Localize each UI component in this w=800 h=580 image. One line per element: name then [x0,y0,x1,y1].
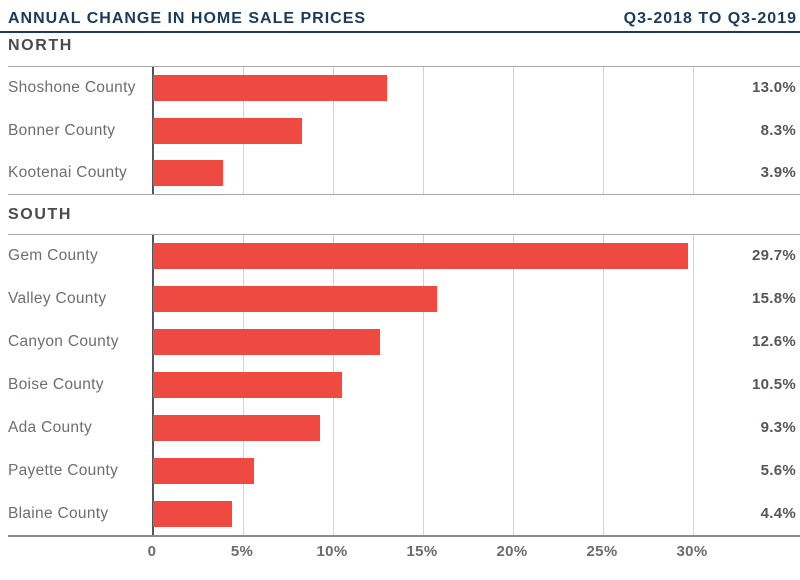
value-label: 10.5% [751,376,796,393]
bar-kootenai-county [153,159,224,186]
gridline [693,67,694,194]
value-label: 12.6% [751,333,796,351]
chart-period: Q3-2018 TO Q3-2019 [623,9,797,27]
gridline [513,67,514,194]
value-label: 4.4% [760,504,796,522]
x-tick-label: 5% [230,543,254,560]
category-label: Valley County [8,290,107,308]
x-tick-label: 25% [586,543,618,560]
gridline [423,67,424,194]
bar-boise-county [153,372,342,398]
bar-bonner-county [153,117,303,144]
value-label: 5.6% [760,461,796,479]
category-label: Boise County [8,376,104,393]
category-label: Gem County [8,247,99,265]
x-tick-label: 0 [147,543,157,560]
x-tick-label: 30% [676,543,708,560]
gridline [333,67,334,194]
bar-gem-county [153,243,688,270]
category-label: Bonner County [8,121,116,139]
x-tick-label: 10% [316,543,348,560]
gridline [603,67,604,194]
bar-payette-county [153,457,254,484]
bar-ada-county [153,414,321,441]
gridline [423,235,424,535]
chart-title: ANNUAL CHANGE IN HOME SALE PRICES [8,9,367,27]
gridline [603,235,604,535]
chart-header: ANNUAL CHANGE IN HOME SALE PRICES Q3-201… [0,0,800,33]
value-label: 3.9% [760,163,796,181]
value-label: 9.3% [760,418,796,436]
category-label: Payette County [8,461,119,479]
bar-shoshone-county [153,75,387,102]
x-tick-label: 15% [406,543,438,560]
gridline [513,235,514,535]
category-label: Kootenai County [8,163,128,181]
value-label: 29.7% [751,247,796,265]
category-label: Shoshone County [8,79,136,97]
chart-section-south: Gem County 29.7% Valley County 15.8% Canyon … [8,234,800,537]
section-label-north: NORTH [8,37,73,54]
bar-valley-county [153,286,438,313]
chart-section-north: Shoshone County 13.0% Bonner County 8.3% Koo… [8,66,800,195]
x-axis: 0 5% 10% 15% 20% 25% 30% [0,543,800,567]
category-label: Blaine County [8,504,109,522]
category-label: Ada County [8,418,92,436]
value-label: 13.0% [751,79,796,97]
x-tick-label: 20% [496,543,528,560]
value-label: 8.3% [760,121,796,139]
category-label: Canyon County [8,333,119,351]
value-label: 15.8% [751,290,796,308]
section-label-south: SOUTH [8,206,72,223]
bar-canyon-county [153,329,380,356]
gridline [693,235,694,535]
bar-blaine-county [153,500,233,527]
